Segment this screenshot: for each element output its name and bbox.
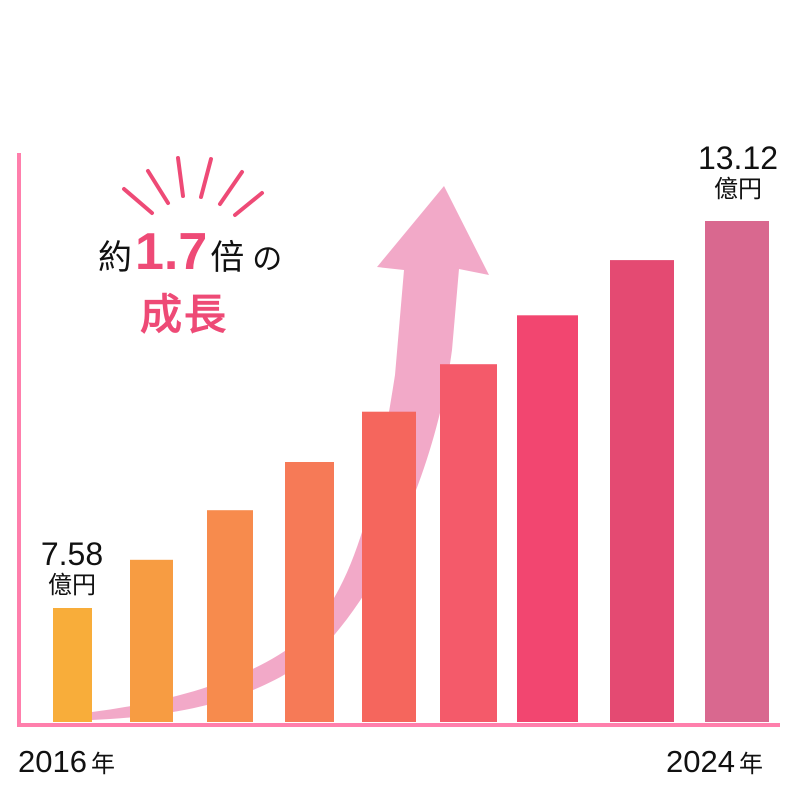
callout-number: 1.7 bbox=[135, 223, 208, 281]
bars bbox=[53, 221, 769, 722]
year-suffix: 年 bbox=[738, 751, 763, 778]
bar-2024 bbox=[705, 221, 769, 722]
callout-prefix: 約 bbox=[98, 239, 132, 277]
bar-2017 bbox=[130, 559, 173, 722]
growth-callout: 約 1.7 倍 の 成長 bbox=[98, 226, 282, 342]
callout-line2: 成長 bbox=[140, 291, 229, 338]
start-unit: 億円 bbox=[48, 572, 96, 599]
end-unit: 億円 bbox=[714, 176, 762, 203]
end-value-label: 13.12 億円 bbox=[690, 142, 786, 202]
year-suffix: 年 bbox=[90, 751, 115, 778]
bar-2019 bbox=[285, 462, 334, 722]
start-value-label: 7.58 億円 bbox=[36, 538, 108, 598]
bar-2018 bbox=[207, 510, 253, 722]
bar-2020 bbox=[362, 411, 416, 722]
end-value: 13.12 bbox=[697, 140, 779, 176]
start-value: 7.58 bbox=[40, 536, 104, 572]
bar-2023 bbox=[610, 260, 674, 722]
end-year-label: 2024 年 bbox=[666, 746, 763, 778]
start-year-label: 2016 年 bbox=[18, 746, 115, 778]
bar-2016 bbox=[53, 608, 92, 722]
start-year: 2016 bbox=[18, 744, 87, 779]
burst-icon bbox=[122, 156, 264, 217]
end-year: 2024 bbox=[666, 744, 735, 779]
bar-2021 bbox=[440, 364, 497, 722]
bar-2022 bbox=[517, 315, 578, 722]
callout-suffix: 倍 bbox=[210, 239, 245, 277]
callout-particle: の bbox=[252, 243, 283, 276]
